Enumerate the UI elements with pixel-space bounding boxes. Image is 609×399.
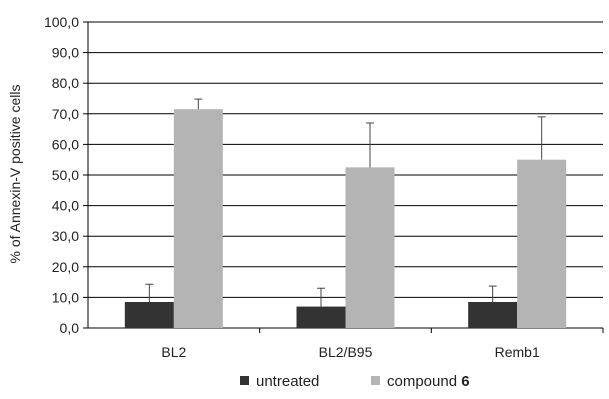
bar-compound-6-BL2-B95 — [345, 167, 395, 328]
y-tick-label: 10,0 — [52, 289, 79, 305]
legend-swatch — [240, 376, 249, 385]
legend-label: untreated — [256, 373, 319, 390]
bar-compound-6-BL2 — [173, 109, 223, 329]
bar-compound-6-Remb1 — [517, 159, 567, 328]
bar-untreated-BL2-B95 — [296, 306, 346, 328]
y-tick-label: 50,0 — [52, 167, 79, 183]
legend-swatch — [371, 376, 380, 385]
y-tick-label: 100,0 — [44, 14, 79, 30]
bar-untreated-BL2 — [124, 301, 174, 328]
y-tick-label: 20,0 — [52, 259, 79, 275]
tick-labels: 0,0 10,0 20,0 30,0 40,0 50,0 60,0 70,0 80,0 90,0 1… — [44, 14, 540, 360]
y-tick-label: 60,0 — [52, 136, 79, 152]
x-tick-label: BL2/B95 — [319, 344, 373, 360]
legend: untreated compound 6 — [240, 373, 470, 390]
y-tick-label: 90,0 — [52, 45, 79, 61]
y-tick-label: 30,0 — [52, 228, 79, 244]
bar-untreated-Remb1 — [468, 301, 518, 328]
y-tick-label: 70,0 — [52, 106, 79, 122]
x-tick-label: Remb1 — [495, 344, 540, 360]
y-tick-label: 40,0 — [52, 198, 79, 214]
bars — [124, 98, 567, 329]
y-axis-label: % of Annexin-V positive cells — [7, 85, 23, 264]
x-tick-label: BL2 — [161, 344, 186, 360]
legend-label: compound 6 — [387, 373, 470, 390]
y-tick-label: 80,0 — [52, 75, 79, 91]
y-tick-label: 0,0 — [60, 320, 80, 336]
